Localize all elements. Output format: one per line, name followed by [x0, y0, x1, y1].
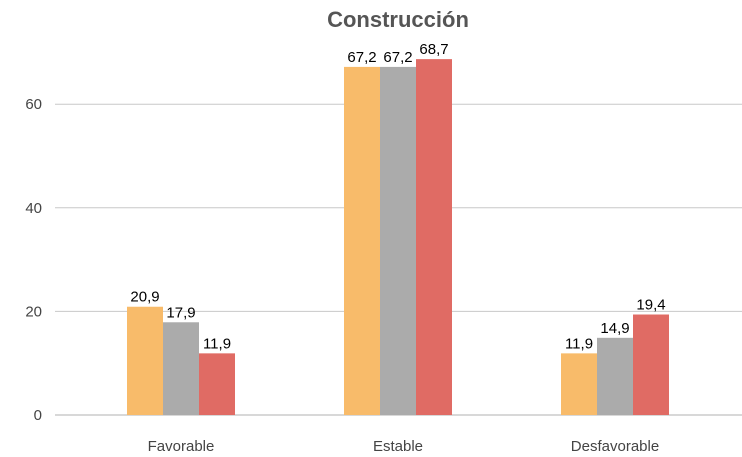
y-tick-label-60: 60 — [25, 96, 42, 113]
y-tick-label-20: 20 — [25, 303, 42, 320]
x-axis-ticks: Favorable Estable Desfavorable — [148, 438, 660, 455]
data-label-estable-series-1: 67,2 — [347, 49, 376, 66]
bar-estable-series-3 — [416, 59, 452, 415]
y-tick-label-0: 0 — [34, 407, 42, 424]
data-label-estable-series-3: 68,7 — [419, 41, 448, 58]
bar-favorable-series-1 — [127, 306, 163, 415]
y-tick-label-40: 40 — [25, 200, 42, 217]
x-tick-label-favorable: Favorable — [148, 438, 215, 455]
chart-title: Construcción — [327, 7, 469, 32]
bar-favorable-series-3 — [199, 353, 235, 415]
data-label-favorable-series-3: 11,9 — [203, 335, 231, 352]
data-labels: 20,9 17,9 11,9 67,2 67,2 68,7 11,9 14,9 19,4 — [130, 41, 665, 352]
data-label-desfavorable-series-2: 14,9 — [600, 320, 629, 337]
data-label-desfavorable-series-1: 11,9 — [565, 335, 593, 352]
data-label-favorable-series-1: 20,9 — [130, 289, 159, 306]
bar-desfavorable-series-1 — [561, 353, 597, 415]
data-label-estable-series-2: 67,2 — [383, 49, 412, 66]
bar-estable-series-1 — [344, 66, 380, 416]
x-tick-label-desfavorable: Desfavorable — [571, 438, 659, 455]
bars — [127, 59, 669, 416]
bar-desfavorable-series-2 — [597, 337, 633, 415]
data-label-desfavorable-series-3: 19,4 — [636, 297, 665, 314]
bar-estable-series-2 — [380, 66, 416, 416]
y-axis-ticks: 0 20 40 60 — [25, 96, 42, 424]
bar-favorable-series-2 — [163, 322, 199, 415]
bar-desfavorable-series-3 — [633, 314, 669, 415]
data-label-favorable-series-2: 17,9 — [166, 304, 195, 321]
x-tick-label-estable: Estable — [373, 438, 423, 455]
